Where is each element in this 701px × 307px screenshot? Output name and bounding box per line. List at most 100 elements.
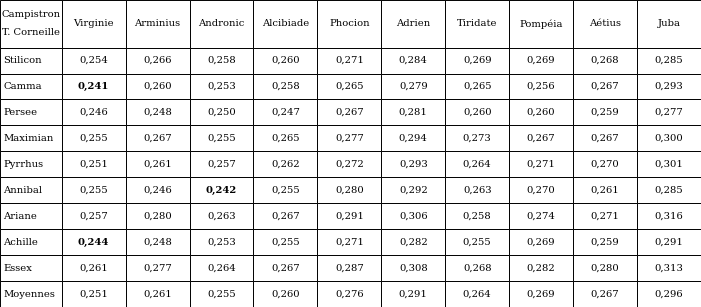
Text: 0,277: 0,277 — [655, 108, 683, 117]
Bar — [573, 0, 637, 48]
Text: Maximian: Maximian — [4, 134, 54, 143]
Bar — [573, 125, 637, 151]
Text: Essex: Essex — [4, 264, 32, 273]
Text: 0,274: 0,274 — [526, 212, 556, 221]
Text: 0,255: 0,255 — [463, 238, 491, 247]
Bar — [189, 151, 254, 177]
Bar — [381, 125, 445, 151]
Bar — [318, 177, 381, 203]
Text: 0,269: 0,269 — [527, 56, 555, 65]
Text: 0,280: 0,280 — [591, 264, 620, 273]
Text: 0,250: 0,250 — [207, 108, 236, 117]
Bar — [445, 73, 509, 99]
Bar — [125, 229, 189, 255]
Bar — [381, 99, 445, 126]
Text: 0,276: 0,276 — [335, 290, 364, 298]
Bar — [445, 255, 509, 281]
Text: 0,285: 0,285 — [655, 56, 683, 65]
Text: 0,273: 0,273 — [463, 134, 491, 143]
Text: Pompéia: Pompéia — [519, 19, 563, 29]
Bar — [381, 229, 445, 255]
Text: 0,259: 0,259 — [591, 238, 620, 247]
Bar — [62, 177, 125, 203]
Text: 0,264: 0,264 — [463, 160, 491, 169]
Bar — [637, 203, 701, 229]
Text: 0,247: 0,247 — [271, 108, 300, 117]
Text: 0,287: 0,287 — [335, 264, 364, 273]
Text: Stilicon: Stilicon — [4, 56, 42, 65]
Bar — [0, 48, 62, 74]
Text: 0,261: 0,261 — [591, 186, 620, 195]
Bar — [509, 151, 573, 177]
Bar — [573, 73, 637, 99]
Text: 0,294: 0,294 — [399, 134, 428, 143]
Bar — [573, 48, 637, 74]
Bar — [573, 229, 637, 255]
Text: 0,251: 0,251 — [79, 160, 108, 169]
Bar — [509, 99, 573, 126]
Text: 0,246: 0,246 — [79, 108, 108, 117]
Text: 0,259: 0,259 — [591, 108, 620, 117]
Text: 0,246: 0,246 — [143, 186, 172, 195]
Text: 0,277: 0,277 — [335, 134, 364, 143]
Bar — [254, 151, 318, 177]
Text: Camma: Camma — [4, 82, 42, 91]
Bar — [381, 0, 445, 48]
Bar — [381, 281, 445, 307]
Text: 0,267: 0,267 — [335, 108, 364, 117]
Bar — [573, 177, 637, 203]
Bar — [189, 281, 254, 307]
Text: 0,248: 0,248 — [143, 238, 172, 247]
Bar — [318, 281, 381, 307]
Bar — [445, 281, 509, 307]
Bar — [189, 48, 254, 74]
Bar — [62, 73, 125, 99]
Text: 0,267: 0,267 — [271, 212, 300, 221]
Bar — [381, 73, 445, 99]
Text: 0,253: 0,253 — [207, 82, 236, 91]
Text: 0,253: 0,253 — [207, 238, 236, 247]
Text: 0,268: 0,268 — [591, 56, 620, 65]
Bar — [254, 125, 318, 151]
Text: 0,316: 0,316 — [655, 212, 683, 221]
Bar — [189, 177, 254, 203]
Bar — [125, 73, 189, 99]
Bar — [62, 99, 125, 126]
Text: 0,269: 0,269 — [463, 56, 491, 65]
Bar — [573, 255, 637, 281]
Text: 0,267: 0,267 — [591, 290, 620, 298]
Bar — [318, 48, 381, 74]
Bar — [445, 0, 509, 48]
Bar — [254, 229, 318, 255]
Bar — [573, 281, 637, 307]
Bar — [318, 125, 381, 151]
Text: 0,313: 0,313 — [655, 264, 683, 273]
Text: 0,267: 0,267 — [527, 134, 555, 143]
Text: 0,260: 0,260 — [527, 108, 555, 117]
Bar — [254, 203, 318, 229]
Text: Juba: Juba — [658, 19, 681, 28]
Text: 0,263: 0,263 — [207, 212, 236, 221]
Text: 0,285: 0,285 — [655, 186, 683, 195]
Bar — [254, 99, 318, 126]
Text: 0,291: 0,291 — [335, 212, 364, 221]
Text: 0,257: 0,257 — [79, 212, 108, 221]
Bar — [509, 281, 573, 307]
Bar — [573, 203, 637, 229]
Bar — [445, 229, 509, 255]
Text: 0,258: 0,258 — [463, 212, 491, 221]
Text: 0,265: 0,265 — [463, 82, 491, 91]
Bar — [318, 99, 381, 126]
Bar — [318, 151, 381, 177]
Text: 0,242: 0,242 — [206, 186, 237, 195]
Text: 0,258: 0,258 — [271, 82, 300, 91]
Bar — [0, 125, 62, 151]
Text: Andronic: Andronic — [198, 19, 245, 28]
Text: 0,271: 0,271 — [591, 212, 620, 221]
Text: T. Corneille: T. Corneille — [2, 28, 60, 37]
Text: 0,277: 0,277 — [143, 264, 172, 273]
Text: 0,260: 0,260 — [463, 108, 491, 117]
Bar — [509, 203, 573, 229]
Text: 0,265: 0,265 — [271, 134, 300, 143]
Bar — [509, 0, 573, 48]
